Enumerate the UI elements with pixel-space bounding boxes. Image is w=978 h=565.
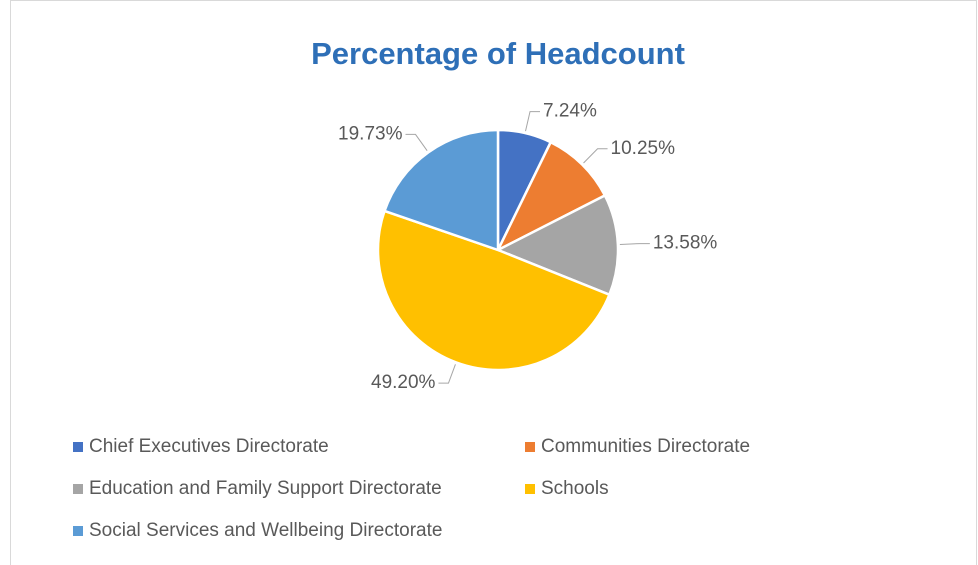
- leader-line: [405, 133, 428, 151]
- data-label: 13.58%: [653, 233, 718, 254]
- legend-label: Social Services and Wellbeing Directorat…: [89, 520, 442, 541]
- legend-label: Communities Directorate: [541, 436, 750, 457]
- pie-slice: [376, 209, 612, 372]
- pie-slice: [495, 140, 607, 253]
- legend-label: Chief Executives Directorate: [89, 436, 329, 457]
- legend-swatch: [73, 526, 83, 536]
- legend-swatch: [525, 442, 535, 452]
- legend-label: Education and Family Support Directorate: [89, 478, 442, 499]
- pie-slice: [494, 193, 620, 297]
- legend-swatch: [73, 484, 83, 494]
- data-label: 7.24%: [543, 101, 597, 122]
- leader-line: [525, 111, 541, 132]
- legend-swatch: [73, 442, 83, 452]
- data-label: 49.20%: [371, 372, 436, 393]
- pie-slice: [382, 128, 500, 252]
- leader-line: [619, 243, 650, 245]
- data-label: 19.73%: [338, 123, 403, 144]
- legend-label: Schools: [541, 478, 609, 499]
- data-label: 10.25%: [611, 138, 676, 159]
- chart-title: Percentage of Headcount: [311, 36, 685, 71]
- legend-swatch: [525, 484, 535, 494]
- leader-line: [583, 148, 608, 164]
- leader-line: [438, 364, 456, 384]
